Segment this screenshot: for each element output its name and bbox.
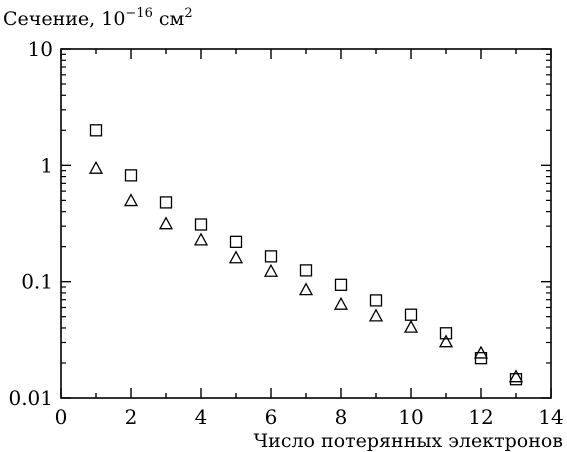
square-marker bbox=[159, 196, 173, 209]
triangle-marker bbox=[368, 308, 384, 322]
y-axis-title-prefix: Сечение, 10 bbox=[3, 8, 125, 30]
triangle-marker bbox=[123, 193, 139, 207]
square-marker bbox=[439, 327, 453, 340]
y-tick-label: 10 bbox=[28, 37, 53, 61]
plot-frame bbox=[60, 48, 552, 399]
square-marker bbox=[89, 124, 103, 137]
x-tick-label: 12 bbox=[468, 405, 493, 429]
x-tick-label: 14 bbox=[538, 405, 563, 429]
square-marker bbox=[229, 235, 243, 248]
triangle-marker bbox=[298, 282, 314, 296]
x-axis-title: Число потерянных электронов bbox=[254, 430, 564, 452]
triangle-marker bbox=[473, 345, 489, 359]
square-marker bbox=[194, 218, 208, 231]
square-marker bbox=[509, 373, 523, 386]
y-tick-label: 0.01 bbox=[8, 386, 53, 410]
y-axis-title: Сечение, 10−16 см2 bbox=[3, 6, 193, 30]
y-axis-title-exponent: −16 bbox=[125, 6, 152, 21]
square-marker bbox=[299, 264, 313, 277]
square-marker bbox=[264, 250, 278, 263]
x-tick-label: 2 bbox=[125, 405, 138, 429]
triangle-marker bbox=[403, 319, 419, 333]
y-axis-title-unit: см bbox=[153, 8, 185, 30]
triangle-marker bbox=[333, 296, 349, 310]
x-tick-label: 10 bbox=[398, 405, 423, 429]
x-tick-labels: 0 2 4 6 8 10 12 14 bbox=[55, 405, 564, 429]
axis-ticks bbox=[60, 48, 552, 399]
triangle-marker bbox=[228, 250, 244, 264]
triangle-marker bbox=[438, 334, 454, 348]
square-marker bbox=[334, 278, 348, 291]
x-tick-label: 8 bbox=[335, 405, 348, 429]
y-tick-label: 1 bbox=[40, 153, 53, 177]
square-marker bbox=[124, 169, 138, 182]
triangle-marker bbox=[88, 160, 104, 174]
square-marker bbox=[404, 308, 418, 321]
x-tick-label: 0 bbox=[55, 405, 68, 429]
triangle-marker bbox=[193, 232, 209, 246]
plot-border bbox=[60, 48, 552, 399]
y-axis-title-unit-exponent: 2 bbox=[184, 6, 192, 21]
triangle-marker bbox=[263, 263, 279, 277]
x-tick-label: 6 bbox=[265, 405, 278, 429]
data-markers bbox=[88, 124, 524, 386]
y-tick-label: 0.1 bbox=[21, 270, 53, 294]
triangle-marker bbox=[508, 369, 524, 383]
triangle-marker bbox=[158, 216, 174, 230]
y-tick-labels: 0.01 0.1 1 10 bbox=[8, 37, 53, 410]
x-tick-label: 4 bbox=[195, 405, 208, 429]
square-marker bbox=[369, 294, 383, 307]
